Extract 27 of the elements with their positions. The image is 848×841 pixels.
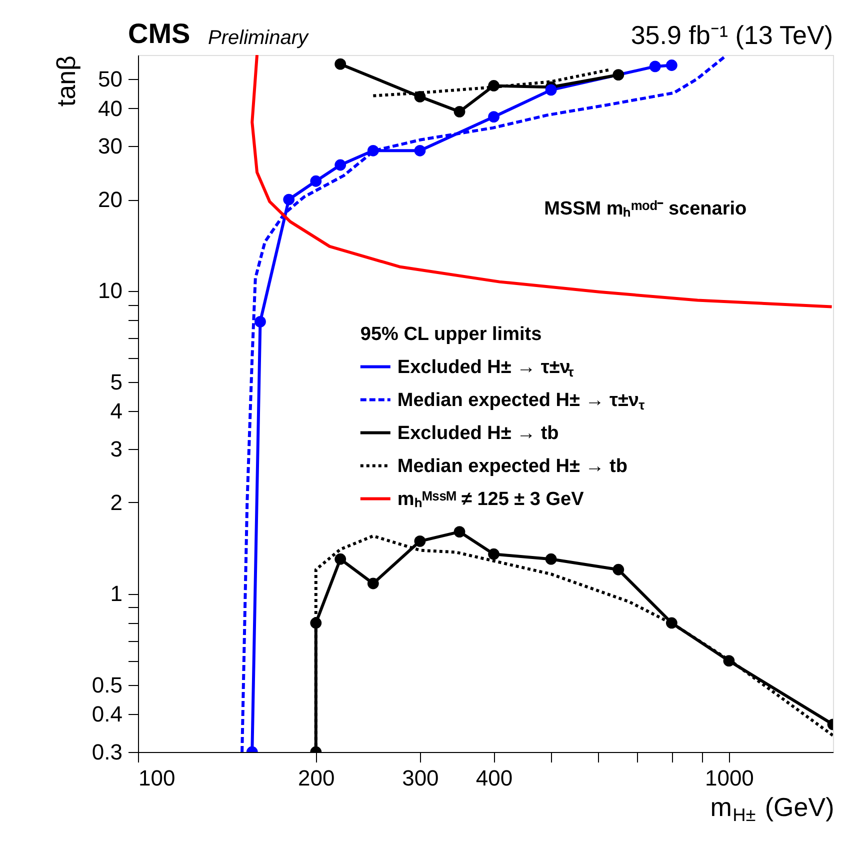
x-tick-label: 1000: [704, 766, 754, 790]
y-tick-label: 2: [110, 490, 122, 515]
y-tick-label: 3: [110, 436, 122, 462]
y-tick-label: 5: [110, 369, 122, 394]
chart-subtitle: Preliminary: [208, 27, 310, 49]
x-tick-label: 100: [138, 766, 176, 790]
y-tick-label: 0.5: [92, 672, 122, 698]
legend-title: 95% CL upper limits: [360, 324, 542, 345]
annotation: MSSM mₕᵐᵒᵈ⁻ scenario: [544, 198, 747, 220]
legend-label: Excluded H± → tb: [397, 422, 559, 444]
y-tick-label: 20: [98, 187, 122, 212]
y-axis-title: tanβ: [50, 56, 81, 107]
x-tick-label: 400: [476, 766, 513, 790]
y-tick-label: 30: [98, 134, 122, 159]
y-tick-label: 10: [98, 278, 122, 304]
chart-title: CMS: [128, 18, 190, 49]
y-tick-label: 40: [98, 96, 122, 121]
y-tick-label: 50: [98, 66, 122, 92]
x-tick-label: 300: [402, 766, 439, 790]
legend-label: mₕᴹˢˢᴹ ≠ 125 ± 3 GeV: [397, 488, 584, 510]
y-tick-label: 0.3: [92, 740, 122, 764]
y-tick-label: 0.4: [92, 702, 122, 727]
y-tick-label: 1: [110, 581, 122, 606]
text: 35.9 fb⁻¹ (13 TeV): [630, 20, 833, 50]
x-tick-label: 200: [298, 766, 335, 790]
y-tick-label: 4: [110, 398, 122, 424]
legend-label: Median expected H± → tb: [397, 456, 628, 477]
